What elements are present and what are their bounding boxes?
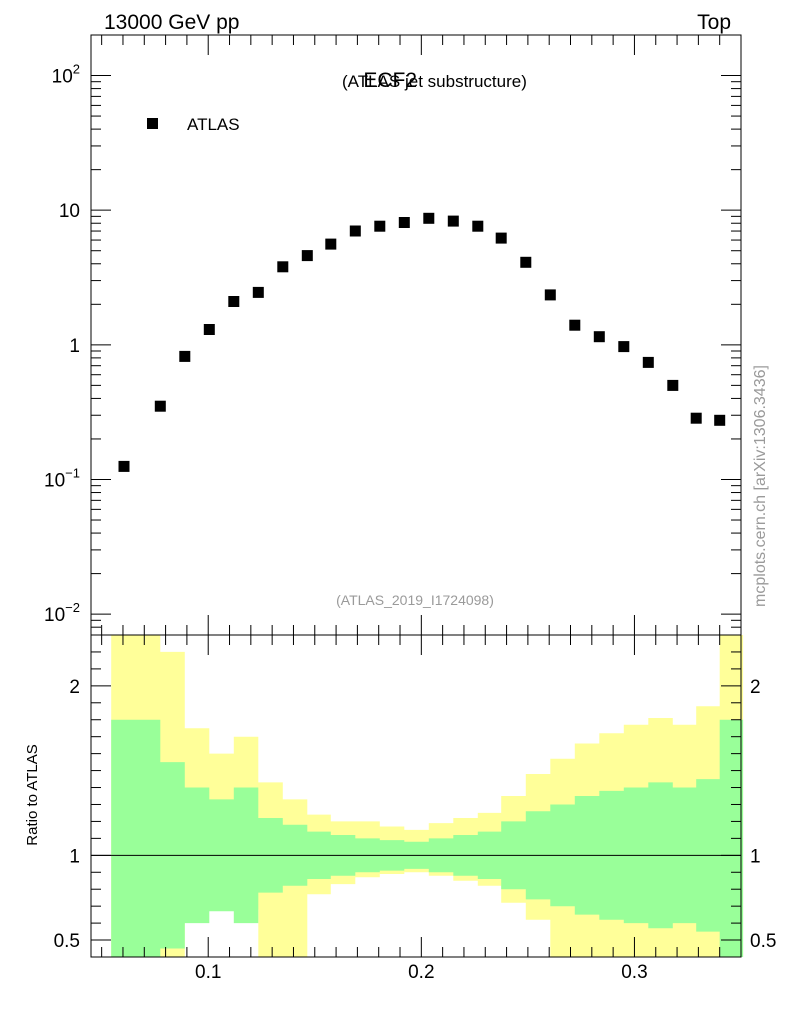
data-point bbox=[325, 238, 337, 250]
data-point bbox=[618, 341, 630, 353]
data-point bbox=[203, 324, 215, 335]
data-point bbox=[374, 220, 386, 232]
ratio-y-tick-label-right: 1 bbox=[750, 846, 761, 867]
data-point bbox=[179, 350, 191, 362]
data-point bbox=[714, 414, 726, 426]
legend-label: ATLAS bbox=[187, 115, 240, 134]
ratio-y-label: Ratio to ATLAS bbox=[24, 744, 41, 845]
x-tick-label: 0.2 bbox=[408, 962, 434, 983]
data-point bbox=[472, 220, 484, 232]
data-point bbox=[495, 232, 507, 244]
ratio-band-green bbox=[111, 719, 744, 957]
chart-title: ECF2 bbox=[363, 69, 417, 92]
data-point bbox=[520, 256, 532, 268]
main-y-tick-label: 10−2 bbox=[44, 600, 80, 626]
data-point bbox=[301, 250, 313, 262]
data-point bbox=[690, 412, 702, 424]
data-point bbox=[642, 356, 654, 368]
chart-subtitle: (ATLAS jet substructure) bbox=[342, 72, 527, 91]
data-point bbox=[593, 331, 605, 343]
data-point bbox=[544, 289, 556, 301]
data-point bbox=[154, 400, 166, 412]
data-point bbox=[398, 217, 410, 228]
atlas-data-points bbox=[118, 212, 726, 472]
ratio-y-tick-label-right: 0.5 bbox=[750, 931, 776, 952]
x-tick-label: 0.1 bbox=[195, 962, 221, 983]
ratio-plot-frame bbox=[90, 634, 742, 958]
ratio-y-ticks: 0.5 0.5 1 1 2 2 bbox=[54, 634, 776, 958]
analysis-id: (ATLAS_2019_I1724098) bbox=[336, 592, 494, 608]
data-point bbox=[447, 215, 459, 227]
data-point bbox=[423, 212, 435, 224]
ratio-y-tick-label-right: 2 bbox=[750, 677, 761, 698]
data-point bbox=[252, 286, 264, 298]
data-point bbox=[569, 319, 581, 331]
ratio-y-tick-label-left: 2 bbox=[69, 677, 80, 698]
data-point bbox=[118, 460, 130, 472]
ratio-y-tick-label-left: 1 bbox=[69, 846, 80, 867]
legend-marker-square bbox=[147, 118, 158, 129]
main-y-ticks: 10−2 10−1 1 10 102 bbox=[44, 34, 741, 636]
data-point bbox=[349, 225, 361, 237]
ratio-y-tick-label-left: 0.5 bbox=[54, 931, 80, 952]
main-y-tick-label: 10 bbox=[59, 201, 80, 222]
main-y-tick-label: 102 bbox=[52, 62, 80, 88]
source-watermark: mcplots.cern.ch [arXiv:1306.3436] bbox=[752, 365, 769, 607]
x-tick-label: 0.3 bbox=[621, 962, 647, 983]
x-axis-ticks: 0.1 0.2 0.3 bbox=[101, 35, 721, 983]
data-point bbox=[277, 261, 289, 273]
main-y-tick-label: 10−1 bbox=[44, 465, 80, 491]
data-point bbox=[228, 296, 240, 307]
ratio-uncertainty-bands bbox=[111, 635, 744, 957]
header-energy-label: 13000 GeV pp bbox=[104, 11, 239, 34]
data-point bbox=[667, 379, 679, 391]
main-y-tick-label: 1 bbox=[69, 336, 80, 357]
header-process-label: Top bbox=[697, 11, 731, 34]
